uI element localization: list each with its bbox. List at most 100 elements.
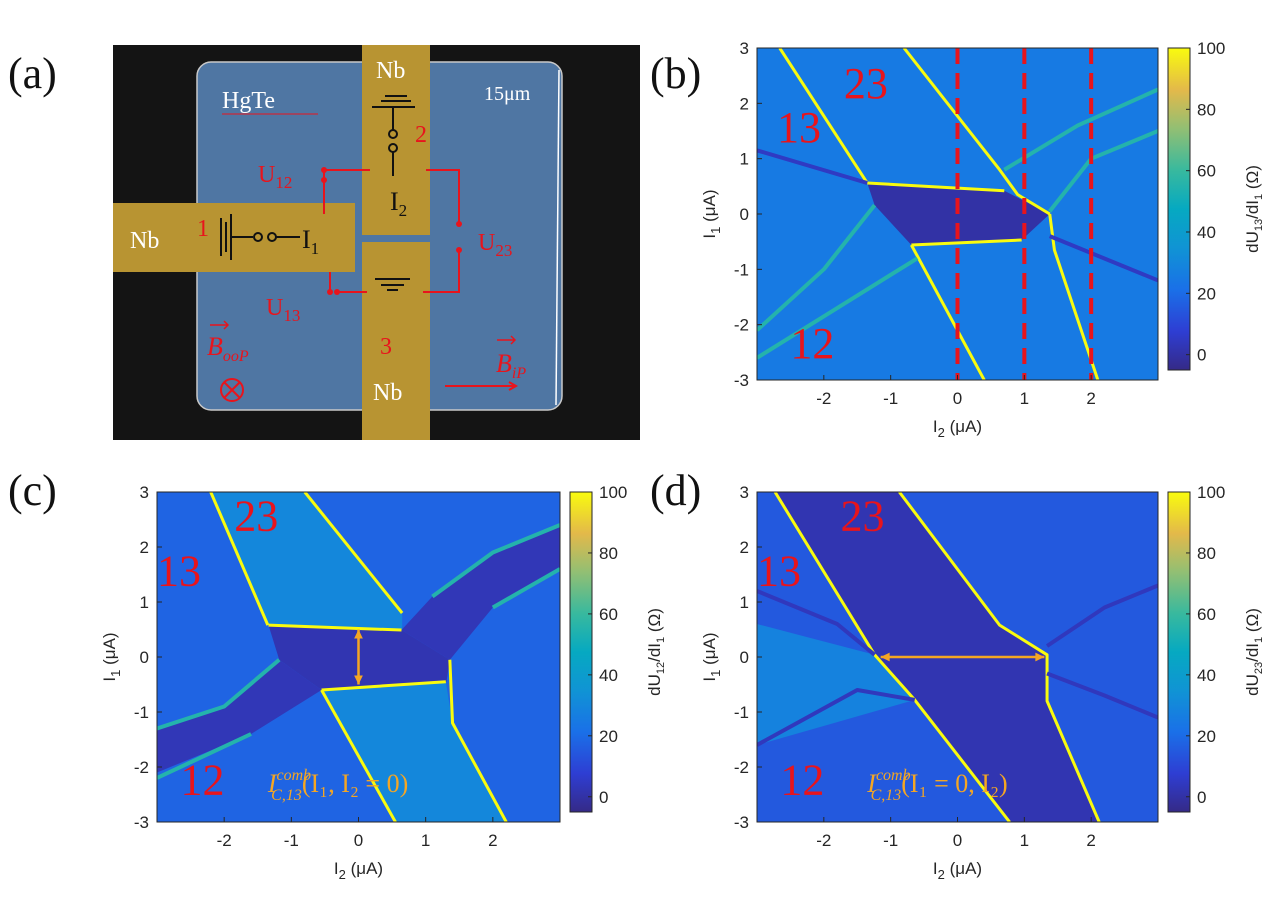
vector-arrow-oop xyxy=(210,320,230,330)
cb-mid: /dI xyxy=(645,643,664,662)
transition-line xyxy=(773,492,1011,822)
label-rest: (μA) xyxy=(700,632,719,669)
transition-line xyxy=(902,48,1051,216)
label-main: I xyxy=(700,677,719,682)
terminal-1-label: 1 xyxy=(197,216,209,242)
y-tick-label: 1 xyxy=(740,150,749,169)
scale-bar xyxy=(555,69,560,406)
transition-line xyxy=(321,680,446,692)
transition-line xyxy=(1048,234,1158,283)
cb-sub1: 12 xyxy=(655,662,667,674)
x-tick-label: -1 xyxy=(883,389,898,408)
colorbar-tick-label: 100 xyxy=(599,483,627,502)
transition-line xyxy=(757,148,868,185)
colorbar-tick-label: 40 xyxy=(1197,666,1216,685)
scale-label: 15μm xyxy=(484,83,531,105)
transition-line xyxy=(157,658,281,731)
terminal-2-label: 2 xyxy=(415,122,427,148)
cb-pre: dU xyxy=(1243,231,1262,253)
colorbar-tick-label: 40 xyxy=(1197,223,1216,242)
x-axis-label: I2 (μA) xyxy=(334,859,383,882)
formula-sup: comb xyxy=(876,767,911,784)
circuit-source-2 xyxy=(372,95,415,176)
voltage-23-label: U23 xyxy=(478,230,512,260)
y-tick-label: 3 xyxy=(140,483,149,502)
label-sub: 1 xyxy=(708,227,723,234)
region-label-23: 23 xyxy=(844,59,888,108)
transition-line xyxy=(209,492,270,626)
transition-line xyxy=(757,589,876,657)
colorbar-label: dU23/dI1 (Ω) xyxy=(1243,608,1265,696)
x-tick-label: -2 xyxy=(217,831,232,850)
transition-line xyxy=(448,659,508,822)
label-sub: 2 xyxy=(938,425,945,440)
transition-line xyxy=(1003,87,1158,172)
region-label-12: 12 xyxy=(790,319,834,368)
y-axis-label: I1 (μA) xyxy=(100,632,123,681)
label-main: I xyxy=(700,234,719,239)
label-sub: 2 xyxy=(339,867,346,882)
cb-sub1: 23 xyxy=(1253,662,1265,674)
colorbar-tick-label: 20 xyxy=(599,727,618,746)
label-main: I xyxy=(933,417,938,436)
y-tick-label: 0 xyxy=(140,648,149,667)
x-axis-label: I2 (μA) xyxy=(933,859,982,882)
critical-current-formula: Icomb C,13(I₁ = 0, I₂) xyxy=(866,767,1007,804)
y-tick-label: -1 xyxy=(134,703,149,722)
voltage-13-label: U13 xyxy=(266,295,300,325)
transition-line xyxy=(757,688,916,747)
transition-line xyxy=(303,492,404,614)
label-rest: (μA) xyxy=(945,417,982,436)
y-tick-label: -1 xyxy=(734,703,749,722)
nb-label-top: Nb xyxy=(376,58,405,84)
y-tick-label: -3 xyxy=(734,813,749,832)
colorbar-tick-label: 0 xyxy=(599,788,608,807)
colorbar xyxy=(1167,491,1191,813)
x-tick-label: 1 xyxy=(421,831,430,850)
heatmap-region-region-13-light xyxy=(757,624,915,745)
cb-rest: (Ω) xyxy=(645,608,664,637)
panel-label-a: (a) xyxy=(8,49,57,98)
label-main: I xyxy=(933,859,938,878)
cb-sub2: 1 xyxy=(655,637,667,643)
region-label-12: 12 xyxy=(780,756,824,805)
transition-line xyxy=(1046,671,1158,720)
y-tick-label: -2 xyxy=(734,758,749,777)
x-tick-label: 1 xyxy=(1020,831,1029,850)
label-main: I xyxy=(334,859,339,878)
label-rest: (μA) xyxy=(346,859,383,878)
material-label: HgTe xyxy=(222,88,275,114)
formula-main: I xyxy=(267,769,278,798)
cb-mid: /dI xyxy=(1243,643,1262,662)
y-tick-label: 2 xyxy=(140,538,149,557)
region-label-23: 23 xyxy=(234,492,278,541)
y-axis-label: I1 (μA) xyxy=(700,189,723,238)
y-tick-label: 0 xyxy=(740,205,749,224)
formula-sup: comb xyxy=(276,767,311,784)
colorbar xyxy=(1167,47,1191,371)
transition-line xyxy=(778,48,869,184)
colorbar-tick-label: 60 xyxy=(599,605,618,624)
colorbar-tick-label: 60 xyxy=(1197,162,1216,181)
formula-sub: C,13 xyxy=(271,787,302,804)
y-tick-label: -2 xyxy=(134,758,149,777)
region-label-13: 13 xyxy=(757,547,801,596)
label-sub: 1 xyxy=(708,670,723,677)
field-oop-label: BooP xyxy=(207,332,249,365)
label-sub: 2 xyxy=(938,867,945,882)
y-tick-label: 3 xyxy=(740,483,749,502)
panel-a: (a) HgTe 15μm Nb Nb Nb 1 2 3 I2 I1 xyxy=(8,45,640,440)
region-label-13: 13 xyxy=(157,547,201,596)
colorbar-label: dU13/dI1 (Ω) xyxy=(1243,165,1265,253)
arrowhead xyxy=(354,629,363,639)
in-plane-field-arrow xyxy=(445,381,519,391)
transition-line xyxy=(910,244,986,380)
transition-line xyxy=(157,732,252,780)
x-tick-label: -1 xyxy=(883,831,898,850)
nb-label-left: Nb xyxy=(130,228,159,254)
x-tick-label: 0 xyxy=(953,831,962,850)
